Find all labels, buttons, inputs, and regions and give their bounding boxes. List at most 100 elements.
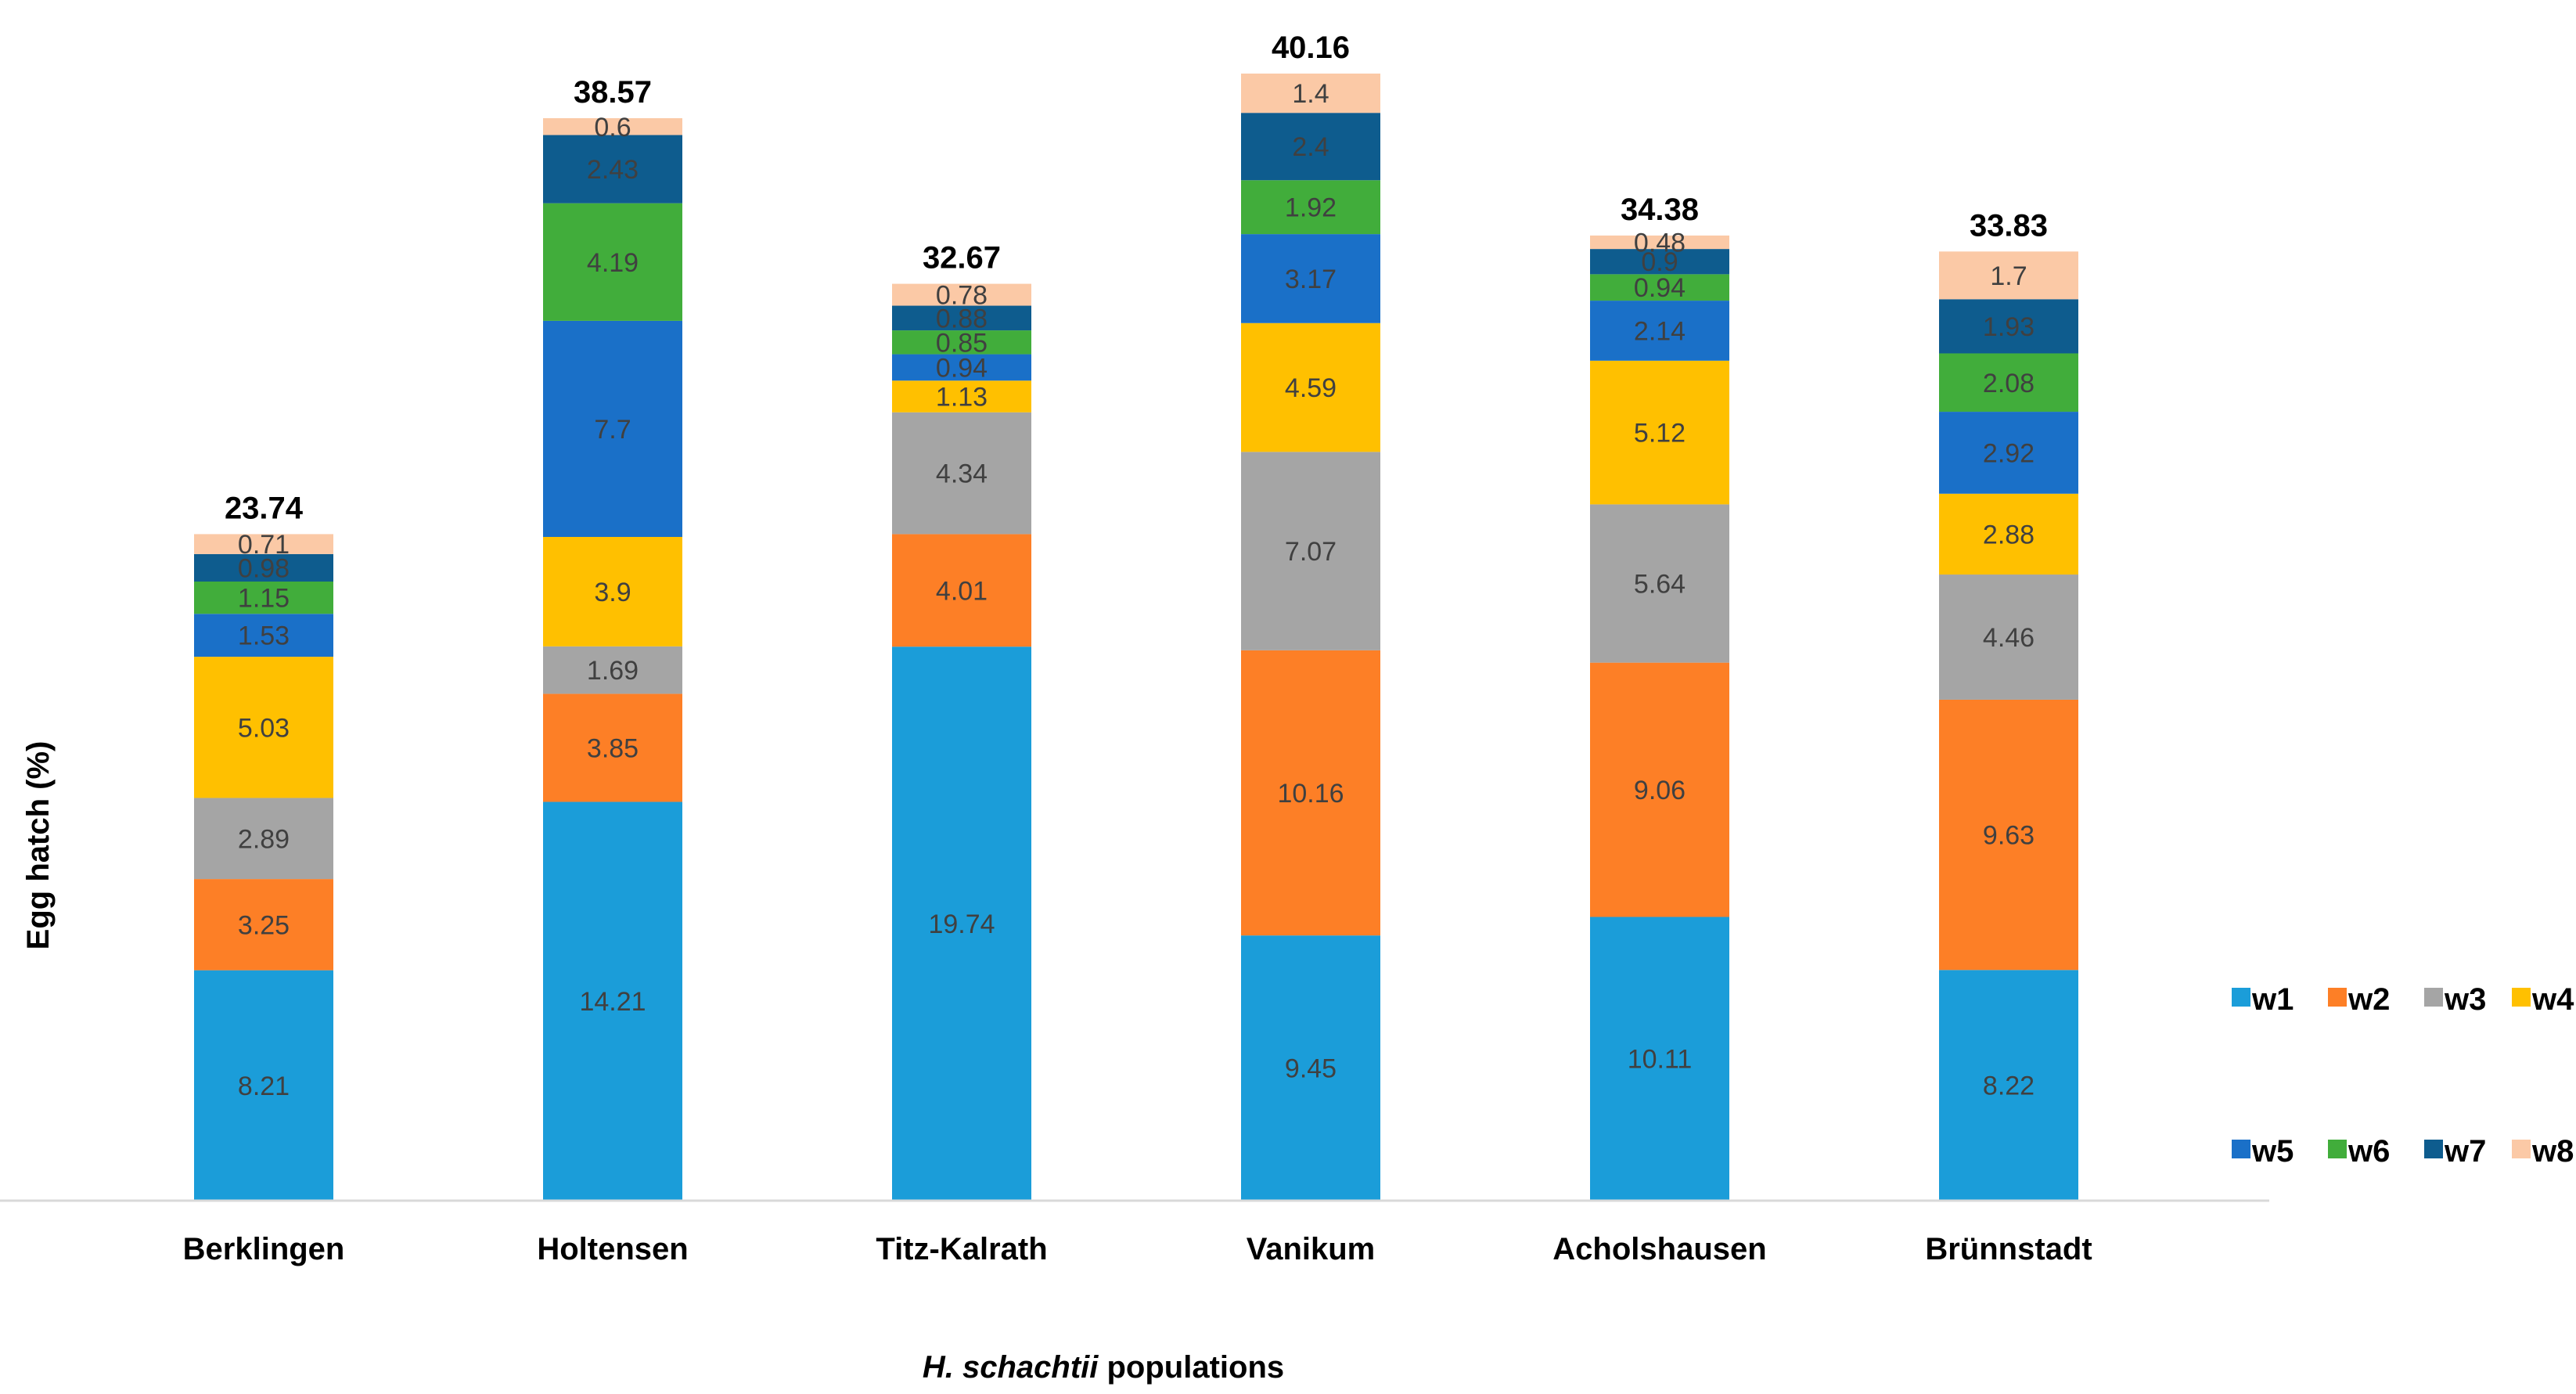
data-label-w8: 0.71 — [238, 530, 290, 560]
legend-item-w4: w4 — [2512, 982, 2574, 1017]
legend-label-w5: w5 — [2251, 1134, 2294, 1169]
bar-segment-w5 — [194, 614, 333, 657]
bars-group: 8.21 3.25 2.89 5.03 1.53 1.150.980.71 23.74 14.… — [194, 31, 2078, 1201]
data-label-w5: 1.53 — [238, 621, 290, 651]
bar-vanikum: 9.45 10.16 7.07 4.59 3.17 1.92 2.4 1.4 40.16 — [1241, 31, 1380, 1201]
bar-segment-w4 — [1590, 360, 1729, 505]
data-label-w5: 2.14 — [1634, 316, 1686, 346]
bar-segment-w8 — [194, 534, 333, 554]
data-label-w6: 0.94 — [1634, 273, 1686, 303]
bar-segment-w3 — [892, 412, 1031, 535]
data-label-w4: 5.03 — [238, 713, 290, 743]
legend-swatch-w6 — [2328, 1140, 2347, 1158]
bar-segment-w4 — [543, 536, 682, 647]
data-label-w4: 3.9 — [594, 578, 631, 607]
data-label-w5: 2.92 — [1983, 438, 2035, 468]
category-label: Berklingen — [183, 1232, 345, 1266]
legend-swatch-w4 — [2512, 988, 2531, 1007]
legend-label-w6: w6 — [2348, 1134, 2390, 1169]
data-label-w7: 2.43 — [587, 155, 639, 185]
x-axis-title-italic: H. schachtii — [923, 1350, 1099, 1385]
legend-label-w8: w8 — [2531, 1134, 2574, 1169]
data-label-w6: 4.19 — [587, 248, 639, 278]
data-label-w4: 1.13 — [936, 383, 988, 412]
total-label: 23.74 — [225, 491, 304, 525]
bar-segment-w8 — [543, 118, 682, 135]
data-label-w1: 9.45 — [1285, 1054, 1337, 1084]
bar-segment-w8 — [1590, 235, 1729, 250]
total-label: 40.16 — [1272, 31, 1350, 65]
bar-segment-w2 — [1939, 699, 2078, 971]
data-label-w7: 2.4 — [1292, 132, 1329, 162]
bar-segment-w7 — [1939, 299, 2078, 354]
data-label-w8: 0.48 — [1634, 228, 1686, 258]
bar-segment-w8 — [1939, 251, 2078, 300]
legend-swatch-w2 — [2328, 988, 2347, 1007]
data-label-w5: 3.17 — [1285, 265, 1337, 294]
bar-segment-w5 — [543, 320, 682, 537]
total-label: 34.38 — [1621, 193, 1699, 227]
bar-segment-w3 — [1590, 504, 1729, 663]
data-label-w8: 1.4 — [1292, 79, 1329, 109]
bar-segment-w7 — [543, 135, 682, 204]
bar-segment-w7 — [1590, 249, 1729, 275]
bar-segment-w5 — [1241, 234, 1380, 323]
bar-segment-w7 — [892, 305, 1031, 331]
legend-swatch-w5 — [2232, 1140, 2250, 1158]
bar-segment-w2 — [1590, 662, 1729, 917]
legend: w1 w2 w3 w4 w5 w6 w7 w8 — [2232, 982, 2574, 1169]
bar-segment-w4 — [1241, 322, 1380, 452]
data-label-w6: 1.15 — [238, 584, 290, 614]
data-label-w1: 19.74 — [928, 910, 995, 939]
legend-item-w3: w3 — [2424, 982, 2486, 1017]
legend-item-w1: w1 — [2232, 982, 2294, 1017]
bar-segment-w6 — [543, 203, 682, 321]
data-label-w3: 7.07 — [1285, 537, 1337, 567]
data-label-w2: 9.06 — [1634, 776, 1686, 805]
bar-segment-w2 — [892, 534, 1031, 647]
bar-segment-w2 — [543, 693, 682, 802]
category-label: Brünnstadt — [1925, 1232, 2092, 1266]
bar-segment-w6 — [194, 582, 333, 614]
data-label-w2: 4.01 — [936, 576, 988, 606]
category-label: Acholshausen — [1552, 1232, 1766, 1266]
total-label: 38.57 — [574, 75, 652, 110]
data-label-w6: 2.08 — [1983, 369, 2035, 398]
bar-segment-w2 — [1241, 650, 1380, 936]
legend-label-w2: w2 — [2348, 982, 2390, 1017]
category-label: Titz-Kalrath — [876, 1232, 1047, 1266]
bar-berklingen: 8.21 3.25 2.89 5.03 1.53 1.150.980.71 23.74 — [194, 491, 333, 1201]
legend-label-w1: w1 — [2251, 982, 2294, 1017]
data-label-w7: 0.98 — [238, 553, 290, 583]
bar-segment-w6 — [892, 330, 1031, 355]
data-label-w4: 2.88 — [1983, 520, 2035, 549]
bar-segment-w3 — [194, 798, 333, 880]
bar-holtensen: 14.21 3.85 1.69 3.9 7.7 4.19 2.43 0.6 38.57 — [543, 75, 682, 1201]
bar-segment-w4 — [1939, 493, 2078, 575]
data-label-w1: 10.11 — [1628, 1045, 1693, 1075]
data-label-w7: 0.88 — [936, 304, 988, 333]
bar-segment-w6 — [1241, 180, 1380, 235]
total-label: 32.67 — [923, 241, 1001, 276]
bar-segment-w6 — [1590, 274, 1729, 301]
bar-segment-w5 — [1590, 301, 1729, 361]
bar-segment-w4 — [194, 657, 333, 798]
bar-segment-w3 — [543, 646, 682, 694]
legend-swatch-w3 — [2424, 988, 2443, 1007]
bar-segment-w1 — [543, 801, 682, 1201]
data-label-w3: 5.64 — [1634, 570, 1686, 600]
bar-segment-w1 — [1590, 917, 1729, 1201]
total-label: 33.83 — [1970, 208, 2048, 243]
category-label: Holtensen — [537, 1232, 688, 1266]
data-label-w8: 1.7 — [1990, 261, 2027, 291]
bar-segment-w1 — [194, 970, 333, 1201]
category-label: Vanikum — [1247, 1232, 1376, 1266]
legend-item-w5: w5 — [2232, 1134, 2294, 1169]
data-label-w4: 4.59 — [1285, 373, 1337, 403]
data-label-w5: 7.7 — [594, 415, 631, 445]
data-label-w6: 1.92 — [1285, 193, 1337, 223]
y-axis-title: Egg hatch (%) — [21, 741, 56, 950]
bar-segment-w4 — [892, 380, 1031, 412]
data-label-w2: 10.16 — [1277, 779, 1344, 809]
